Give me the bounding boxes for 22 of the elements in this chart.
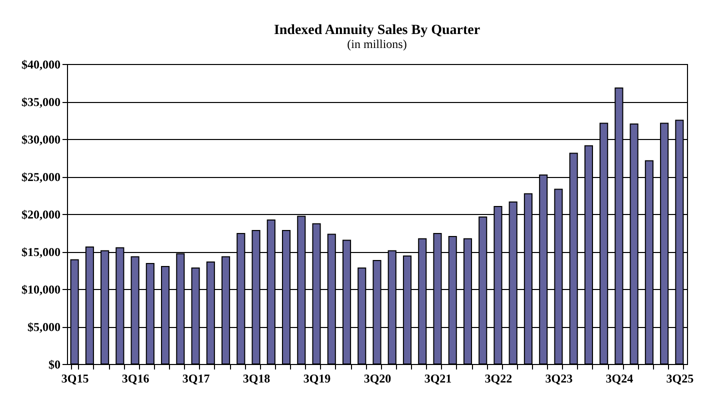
x-tick-label: 3Q23: [545, 372, 573, 386]
y-tick-label: $25,000: [22, 170, 60, 184]
x-tick-label: 3Q24: [606, 372, 634, 386]
y-tick-label: $40,000: [22, 58, 60, 72]
y-tick-label: $15,000: [22, 245, 60, 259]
y-tick-label: $35,000: [22, 95, 60, 109]
x-tick-label: 3Q25: [666, 372, 694, 386]
chart-title: Indexed Annuity Sales By Quarter: [274, 23, 480, 38]
x-tick-label: 3Q19: [303, 372, 331, 386]
x-tick-label: 3Q18: [242, 372, 270, 386]
y-tick-label: $30,000: [22, 132, 60, 146]
x-tick-label: 3Q22: [484, 372, 512, 386]
chart-subtitle: (in millions): [347, 37, 407, 51]
x-tick-label: 3Q20: [364, 372, 392, 386]
y-tick-label: $0: [48, 358, 60, 372]
x-tick-label: 3Q16: [122, 372, 150, 386]
y-tick-label: $10,000: [22, 282, 60, 296]
x-tick-label: 3Q17: [182, 372, 210, 386]
y-tick-label: $5,000: [28, 320, 60, 334]
x-tick-label: 3Q15: [61, 372, 89, 386]
y-tick-label: $20,000: [22, 208, 60, 222]
x-tick-label: 3Q21: [424, 372, 452, 386]
